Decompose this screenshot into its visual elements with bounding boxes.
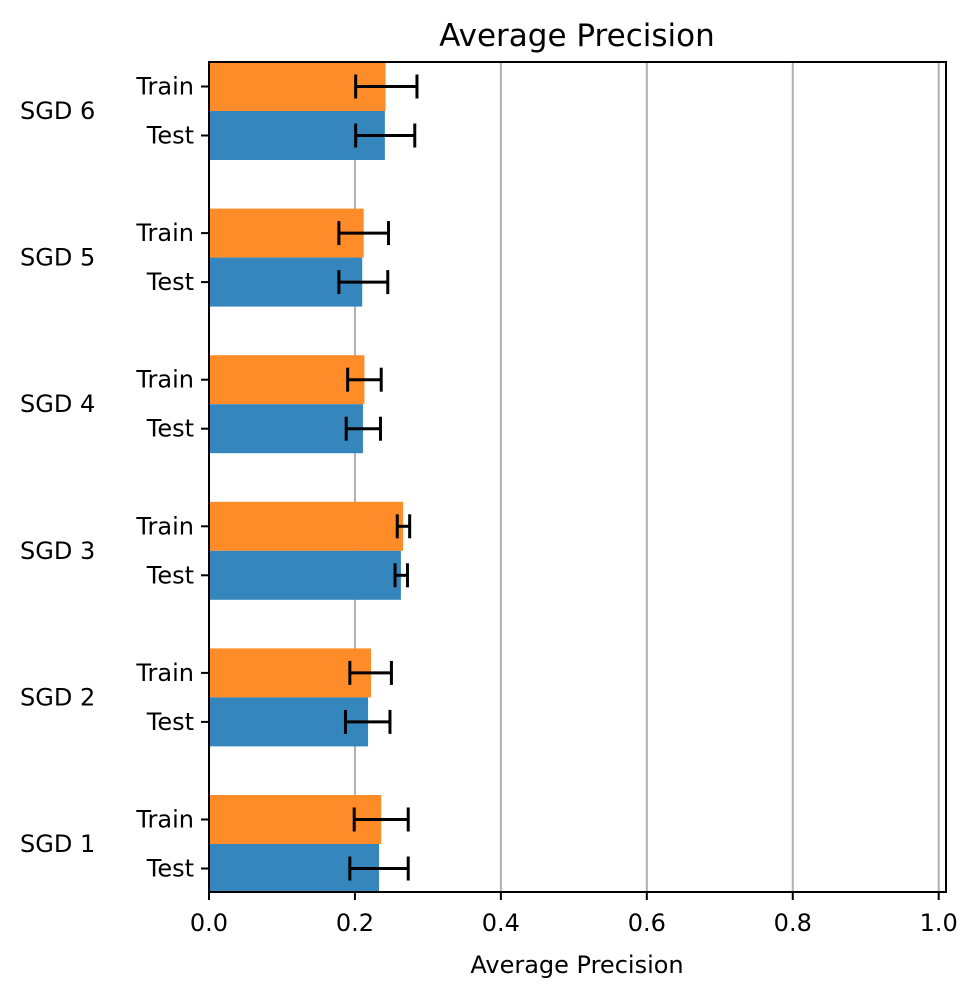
y-tick-label-test: Test [146,708,194,736]
category-label: SGD 2 [20,683,95,711]
category-label: SGD 6 [20,97,95,125]
bar-train-sgd-2 [209,648,371,698]
y-tick-label-train: Train [135,366,194,394]
y-tick-label-train: Train [135,512,194,540]
tick-layer: 0.0 0.2 0.4 0.6 0.8 1.0 Train Test SGD 6 Train Tes… [20,73,958,938]
bar-test-sgd-5 [209,257,363,307]
y-tick-label-train: Train [135,659,194,687]
y-tick-label-test: Test [146,855,194,883]
plot-frame [208,61,947,893]
bar-test-sgd-3 [209,550,401,600]
category-label: SGD 4 [20,390,95,418]
category-label: SGD 5 [20,244,95,272]
bar-train-sgd-1 [209,795,382,844]
bar-train-sgd-4 [209,355,365,405]
y-tick-label-train: Train [135,219,194,247]
category-label: SGD 1 [20,830,95,858]
y-tick-label-test: Test [146,561,194,589]
bar-test-sgd-2 [209,697,369,747]
y-tick-label-test: Test [146,268,194,296]
x-tick-label: 0.6 [628,909,666,937]
bar-test-sgd-4 [209,404,363,454]
grid-layer [353,62,940,892]
y-tick-label-test: Test [146,122,194,150]
error-bar-layer [337,74,419,881]
bar-train-sgd-3 [209,501,404,551]
chart-title: Average Precision [439,18,714,54]
y-tick-label-train: Train [135,806,194,834]
x-tick-label: 0.8 [774,909,812,937]
x-tick-label: 0.2 [336,909,374,937]
y-tick-label-test: Test [146,415,194,443]
x-tick-label: 0.4 [482,909,520,937]
x-tick-label: 0.0 [190,909,228,937]
y-tick-label-train: Train [135,73,194,101]
x-tick-label: 1.0 [920,909,958,937]
category-label: SGD 3 [20,537,95,565]
x-axis-label: Average Precision [470,951,683,979]
